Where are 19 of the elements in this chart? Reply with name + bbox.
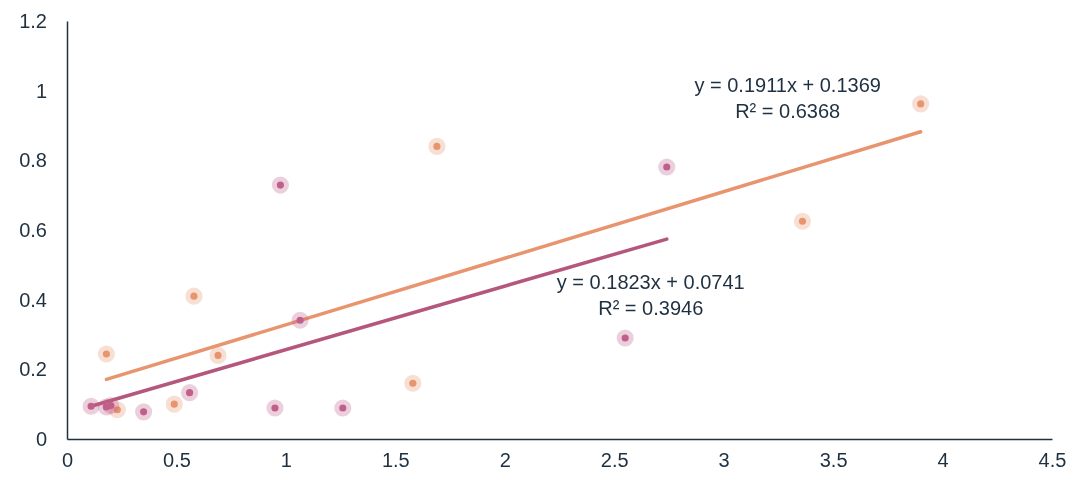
y-tick-label: 0.2 xyxy=(19,358,47,381)
annotation: y = 0.1911x + 0.1369 R² = 0.6368 xyxy=(694,73,881,122)
y-tick-label: 0 xyxy=(35,427,47,450)
x-tick-label: 2.5 xyxy=(600,449,629,472)
x-tick-label: 3.5 xyxy=(819,449,848,472)
x-tick-label: 1 xyxy=(280,449,292,472)
x-tick-label: 1.5 xyxy=(381,449,410,472)
x-tick-label: 0 xyxy=(61,449,74,472)
y-tick-label: 1.2 xyxy=(19,9,47,32)
x-tick-label: 2 xyxy=(499,449,511,472)
x-tick-label: 4 xyxy=(937,449,949,472)
x-tick-label: 0.5 xyxy=(163,449,191,472)
y-tick-label: 1 xyxy=(35,79,47,102)
annotation: y = 0.1823x + 0.0741 R² = 0.3946 xyxy=(556,271,745,320)
x-tick-label: 3 xyxy=(718,449,730,472)
y-tick-label: 0.6 xyxy=(19,218,47,241)
x-tick-label: 4.5 xyxy=(1038,449,1067,472)
y-tick-label: 0.8 xyxy=(19,149,47,172)
y-tick-label: 0.4 xyxy=(19,288,47,311)
